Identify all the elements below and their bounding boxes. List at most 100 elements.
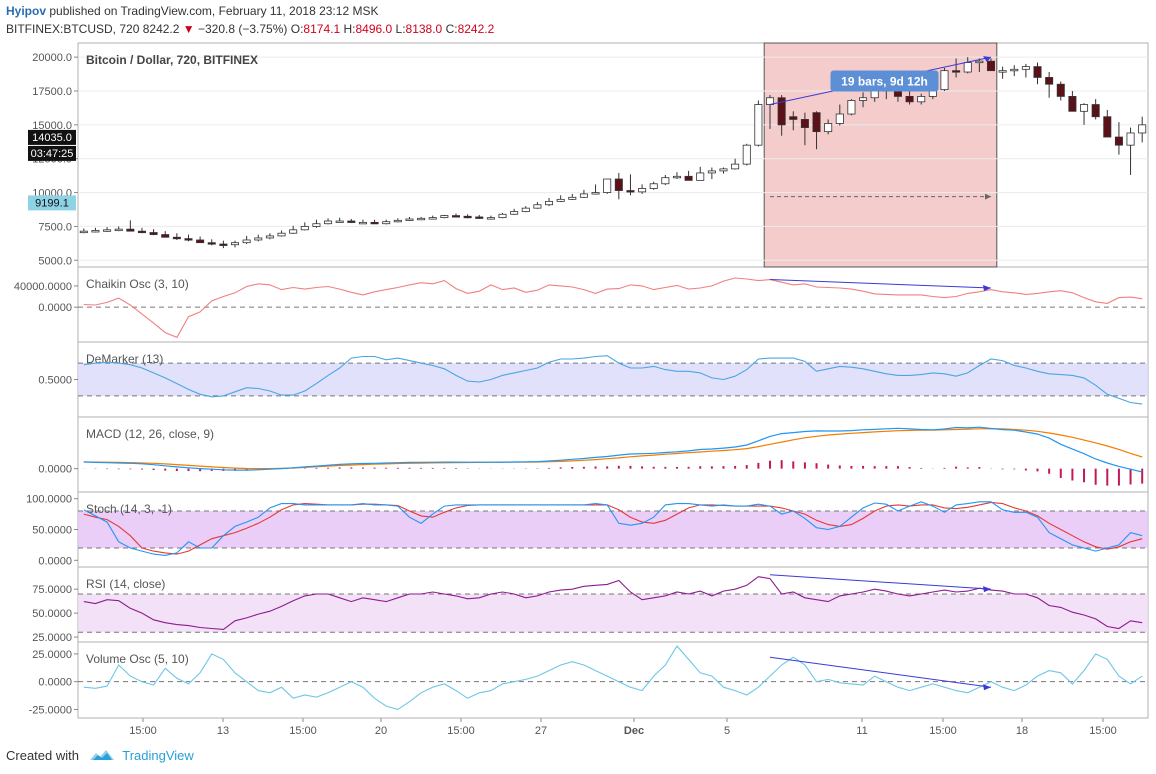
ohlc-close: 8242.2 [457,22,495,36]
candle-up [963,62,972,73]
published-text: published on TradingView.com, February 1… [49,4,379,18]
time-tick-label: Dec [624,725,644,737]
rsi-divergence-arrowhead [982,586,991,593]
symbol-line: BITFINEX:BTCUSD, 720 8242.2 ▼ −320.8 (−3… [6,22,494,36]
chart-title: Bitcoin / Dollar, 720, BITFINEX [86,53,258,67]
candle-down [952,70,961,73]
price-tick-label: 20000.0 [32,52,72,64]
indicator-tick-label: 50.0000 [32,525,72,537]
indicator-tick-label: 40000.0000 [14,281,72,293]
price-level-box [28,195,76,211]
candle-up [603,178,612,193]
candle-down [1091,104,1100,118]
candle-up [428,217,437,220]
indicator-title: Stoch (14, 3, -1) [86,502,172,516]
chaikin-divergence-line [769,279,992,289]
candle-up [393,219,402,223]
candle-up [324,220,333,225]
crosshair-price: 14035.0 [32,132,72,144]
candle-up [510,211,519,215]
chaikin-divergence-arrowhead [982,285,991,292]
candle-down [370,221,379,225]
countdown-box [28,145,76,161]
candle-up [835,113,844,124]
candle-down [184,238,193,241]
candle-up [1126,132,1135,146]
candle-down [684,175,693,181]
candle-up [1080,104,1089,112]
author-link[interactable]: Hyipov [6,4,47,18]
candle-up [289,229,298,234]
volosc-divergence-line [769,656,992,688]
candle-down [463,215,472,219]
pane-frame [77,641,1149,719]
candle-down [1103,116,1112,138]
candle-up [265,235,274,239]
candle-up [440,215,449,219]
measure-arrowhead [982,56,991,63]
candle-up [79,230,88,234]
price-tick-label: 5000.0 [38,255,72,267]
time-tick-label: 15:00 [1089,725,1117,737]
indicator-title: MACD (12, 26, close, 9) [86,427,214,441]
candle-up [754,104,763,146]
candle-down [172,236,181,240]
candle-up [242,239,251,244]
candle-up [358,221,367,225]
time-tick-label: 15:00 [129,725,157,737]
candle-up [335,220,344,223]
candle-down [789,116,798,120]
candle-up [382,221,391,225]
candle-down [1068,96,1077,112]
candle-up [661,177,670,185]
ohlc-low-label: L: [395,22,406,36]
indicator-tick-label: 0.0000 [38,302,72,314]
candle-up [114,228,123,232]
indicator-tick-label: 75.0000 [32,584,72,596]
candle-down [986,60,995,72]
candle-down [800,119,809,128]
candle-down [1045,77,1054,85]
candle-up [91,230,100,233]
measure-dashed-arrowhead [984,193,991,200]
candle-up [975,60,984,64]
candle-up [231,242,240,246]
candle-down [614,178,623,191]
candle-up [824,123,833,133]
candle-down [219,243,228,246]
indicator-tick-label: 0.0000 [38,555,72,567]
change-arrow-icon: ▼ [182,22,195,36]
symbol-label: BITFINEX:BTCUSD, 720 [6,22,140,36]
candle-up [638,188,647,193]
tradingview-brand[interactable]: TradingView [122,748,194,763]
candle-down [207,242,216,245]
indicator-band [78,511,1148,548]
candle-up [917,96,926,103]
last-price: 8242.2 [142,22,180,36]
candle-down [777,97,786,126]
candle-down [1033,66,1042,78]
price-tick-label: 17500.0 [32,86,72,98]
candle-up [591,192,600,195]
candle-up [579,193,588,198]
indicator-title: RSI (14, close) [86,577,165,591]
candle-up [1010,68,1019,72]
candle-up [486,217,495,220]
measure-label-box [830,70,939,92]
candle-down [196,239,205,244]
candle-up [521,207,530,212]
indicator-band [78,593,1148,633]
price-level: 9199.1 [35,197,69,209]
ohlc-high-label: H: [343,22,356,36]
macd-line [83,426,1143,473]
indicator-tick-label: 0.5000 [38,375,72,387]
candle-down [812,112,821,133]
price-tick-label: 15000.0 [32,120,72,132]
time-tick-label: 20 [375,725,387,737]
ohlc-open: 8174.1 [303,22,341,36]
indicator-title: Chaikin Osc (3, 10) [86,277,189,291]
candle-up [998,70,1007,73]
indicator-tick-label: -25.0000 [29,704,72,716]
footer: Created with TradingView [6,748,194,763]
